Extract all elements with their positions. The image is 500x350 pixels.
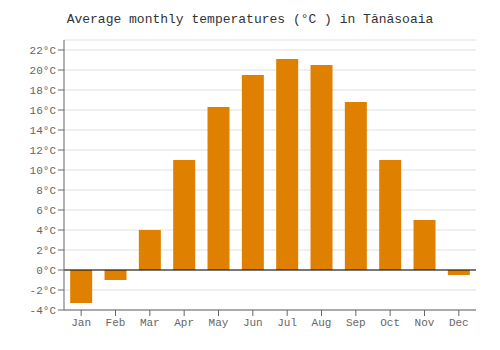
- html-text:Average monthly temperatures (: Average monthly temperatures (°C ) in Tă…: [66, 12, 434, 27]
- svg-text:2°C: 2°C: [36, 245, 56, 257]
- svg-text:Jul: Jul: [277, 317, 297, 329]
- svg-text:10°C: 10°C: [30, 165, 57, 177]
- svg-text:16°C: 16°C: [30, 105, 57, 117]
- svg-text:6°C: 6°C: [36, 205, 56, 217]
- svg-text:-2°C: -2°C: [30, 285, 57, 297]
- svg-text:May: May: [209, 317, 229, 329]
- svg-text:Sep: Sep: [346, 317, 366, 329]
- svg-text:Jan: Jan: [71, 317, 91, 329]
- svg-text:Mar: Mar: [140, 317, 160, 329]
- svg-text:22°C: 22°C: [30, 45, 57, 57]
- svg-text:-4°C: -4°C: [30, 305, 57, 317]
- svg-text:4°C: 4°C: [36, 225, 56, 237]
- svg-text:Jun: Jun: [243, 317, 263, 329]
- svg-text:Aug: Aug: [312, 317, 332, 329]
- svg-text:0°C: 0°C: [36, 265, 56, 277]
- svg-text:18°C: 18°C: [30, 85, 57, 97]
- svg-text:Feb: Feb: [106, 317, 126, 329]
- svg-text:20°C: 20°C: [30, 65, 57, 77]
- svg-text:Apr: Apr: [174, 317, 194, 329]
- svg-text:8°C: 8°C: [36, 185, 56, 197]
- svg-text:Nov: Nov: [415, 317, 435, 329]
- svg-text:Dec: Dec: [449, 317, 469, 329]
- svg-text:12°C: 12°C: [30, 145, 57, 157]
- svg-text:14°C: 14°C: [30, 125, 57, 137]
- svg-text:Oct: Oct: [380, 317, 400, 329]
